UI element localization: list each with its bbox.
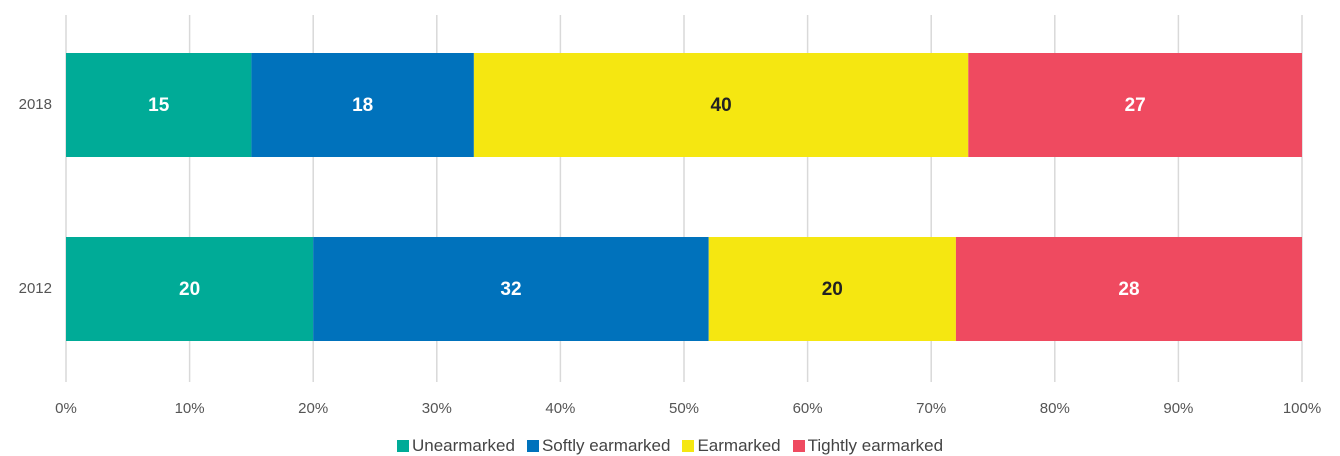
legend-item: Earmarked [682, 436, 781, 456]
bar-segment [66, 237, 314, 341]
y-tick-label: 2012 [19, 280, 52, 297]
legend-label: Unearmarked [411, 436, 515, 455]
bar-segment [968, 53, 1302, 157]
bar-segment [66, 53, 252, 157]
x-tick-label: 10% [175, 400, 205, 417]
x-tick-label: 70% [916, 400, 946, 417]
data-label: 20 [179, 279, 200, 300]
x-tick-label: 40% [545, 400, 575, 417]
x-tick-label: 100% [1283, 400, 1321, 417]
data-label: 15 [148, 95, 170, 116]
legend-item: Tightly earmarked [792, 436, 944, 456]
legend: Unearmarked Softly earmarked Earmarked Tigh… [0, 436, 1340, 456]
legend-item: Unearmarked [396, 436, 515, 456]
legend-swatch [682, 440, 695, 452]
data-label: 20 [822, 279, 843, 300]
x-tick-label: 50% [669, 400, 699, 417]
legend-label: Tightly earmarked [807, 436, 944, 455]
bar-segment [251, 53, 474, 157]
data-label: 28 [1118, 279, 1139, 300]
legend-swatch [396, 440, 409, 452]
legend-swatch [526, 440, 539, 452]
bar-segment [708, 237, 956, 341]
x-tick-label: 90% [1163, 400, 1193, 417]
legend-item: Softly earmarked [526, 436, 671, 456]
data-label: 32 [500, 279, 521, 300]
bar-segment [313, 237, 709, 341]
x-tick-label: 30% [422, 400, 452, 417]
data-label: 27 [1125, 95, 1146, 116]
y-tick-label: 2018 [19, 96, 52, 113]
x-tick-label: 20% [298, 400, 328, 417]
chart: 0% 10% 20% 30% 40% 50% 60% 70% 80% 90% 100% 2018 15 1… [19, 15, 1321, 417]
data-label: 18 [352, 95, 373, 116]
legend-label: Softly earmarked [541, 436, 671, 455]
legend-swatch [792, 440, 805, 452]
data-label: 40 [711, 95, 732, 116]
x-tick-label: 60% [793, 400, 823, 417]
bar-segment [955, 237, 1302, 341]
x-tick-label: 0% [55, 400, 77, 417]
legend-label: Earmarked [697, 436, 781, 455]
x-tick-label: 80% [1040, 400, 1070, 417]
bar-segment [473, 53, 969, 157]
